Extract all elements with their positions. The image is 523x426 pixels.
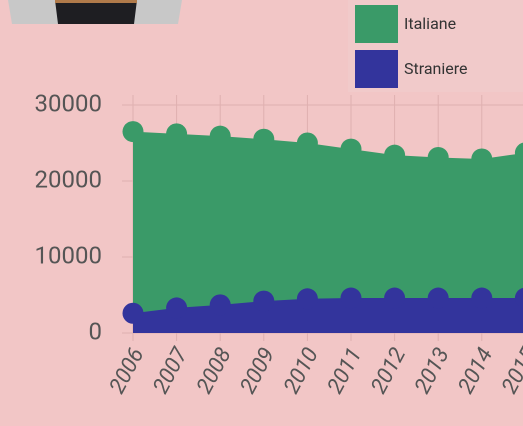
x-tick-label: 2013 xyxy=(410,344,455,398)
point xyxy=(253,128,275,150)
point xyxy=(209,125,231,147)
point xyxy=(166,123,188,145)
avatar xyxy=(8,0,182,24)
x-tick-label: 2012 xyxy=(366,344,411,398)
area xyxy=(133,131,523,333)
x-tick-label: 2008 xyxy=(192,344,237,398)
point xyxy=(514,287,523,309)
x-tick-label: 2014 xyxy=(454,344,499,398)
point xyxy=(384,287,406,309)
x-tick-label: 2011 xyxy=(323,344,368,398)
x-tick-label: 2007 xyxy=(148,343,193,398)
point xyxy=(209,294,231,316)
point xyxy=(471,148,493,170)
point xyxy=(340,138,362,160)
legend-swatch xyxy=(355,50,398,88)
point xyxy=(514,142,523,164)
x-tick-label: 2009 xyxy=(236,344,281,398)
point xyxy=(122,302,144,324)
legend-label: Italiane xyxy=(404,14,456,33)
point xyxy=(427,287,449,309)
y-tick-label: 0 xyxy=(89,317,103,345)
point xyxy=(340,287,362,309)
point xyxy=(296,132,318,154)
point xyxy=(384,144,406,166)
legend-swatch xyxy=(355,5,398,43)
point xyxy=(253,290,275,312)
y-tick-label: 20000 xyxy=(35,165,102,193)
x-tick-label: 2015 xyxy=(497,343,523,398)
point xyxy=(122,121,144,143)
point xyxy=(427,146,449,168)
point xyxy=(471,287,493,309)
legend-label: Straniere xyxy=(404,59,468,78)
x-tick-label: 2010 xyxy=(279,344,324,398)
point xyxy=(166,297,188,319)
point xyxy=(296,288,318,310)
y-tick-label: 30000 xyxy=(35,89,102,117)
x-tick-label: 2006 xyxy=(105,344,150,398)
y-tick-label: 10000 xyxy=(35,241,102,269)
